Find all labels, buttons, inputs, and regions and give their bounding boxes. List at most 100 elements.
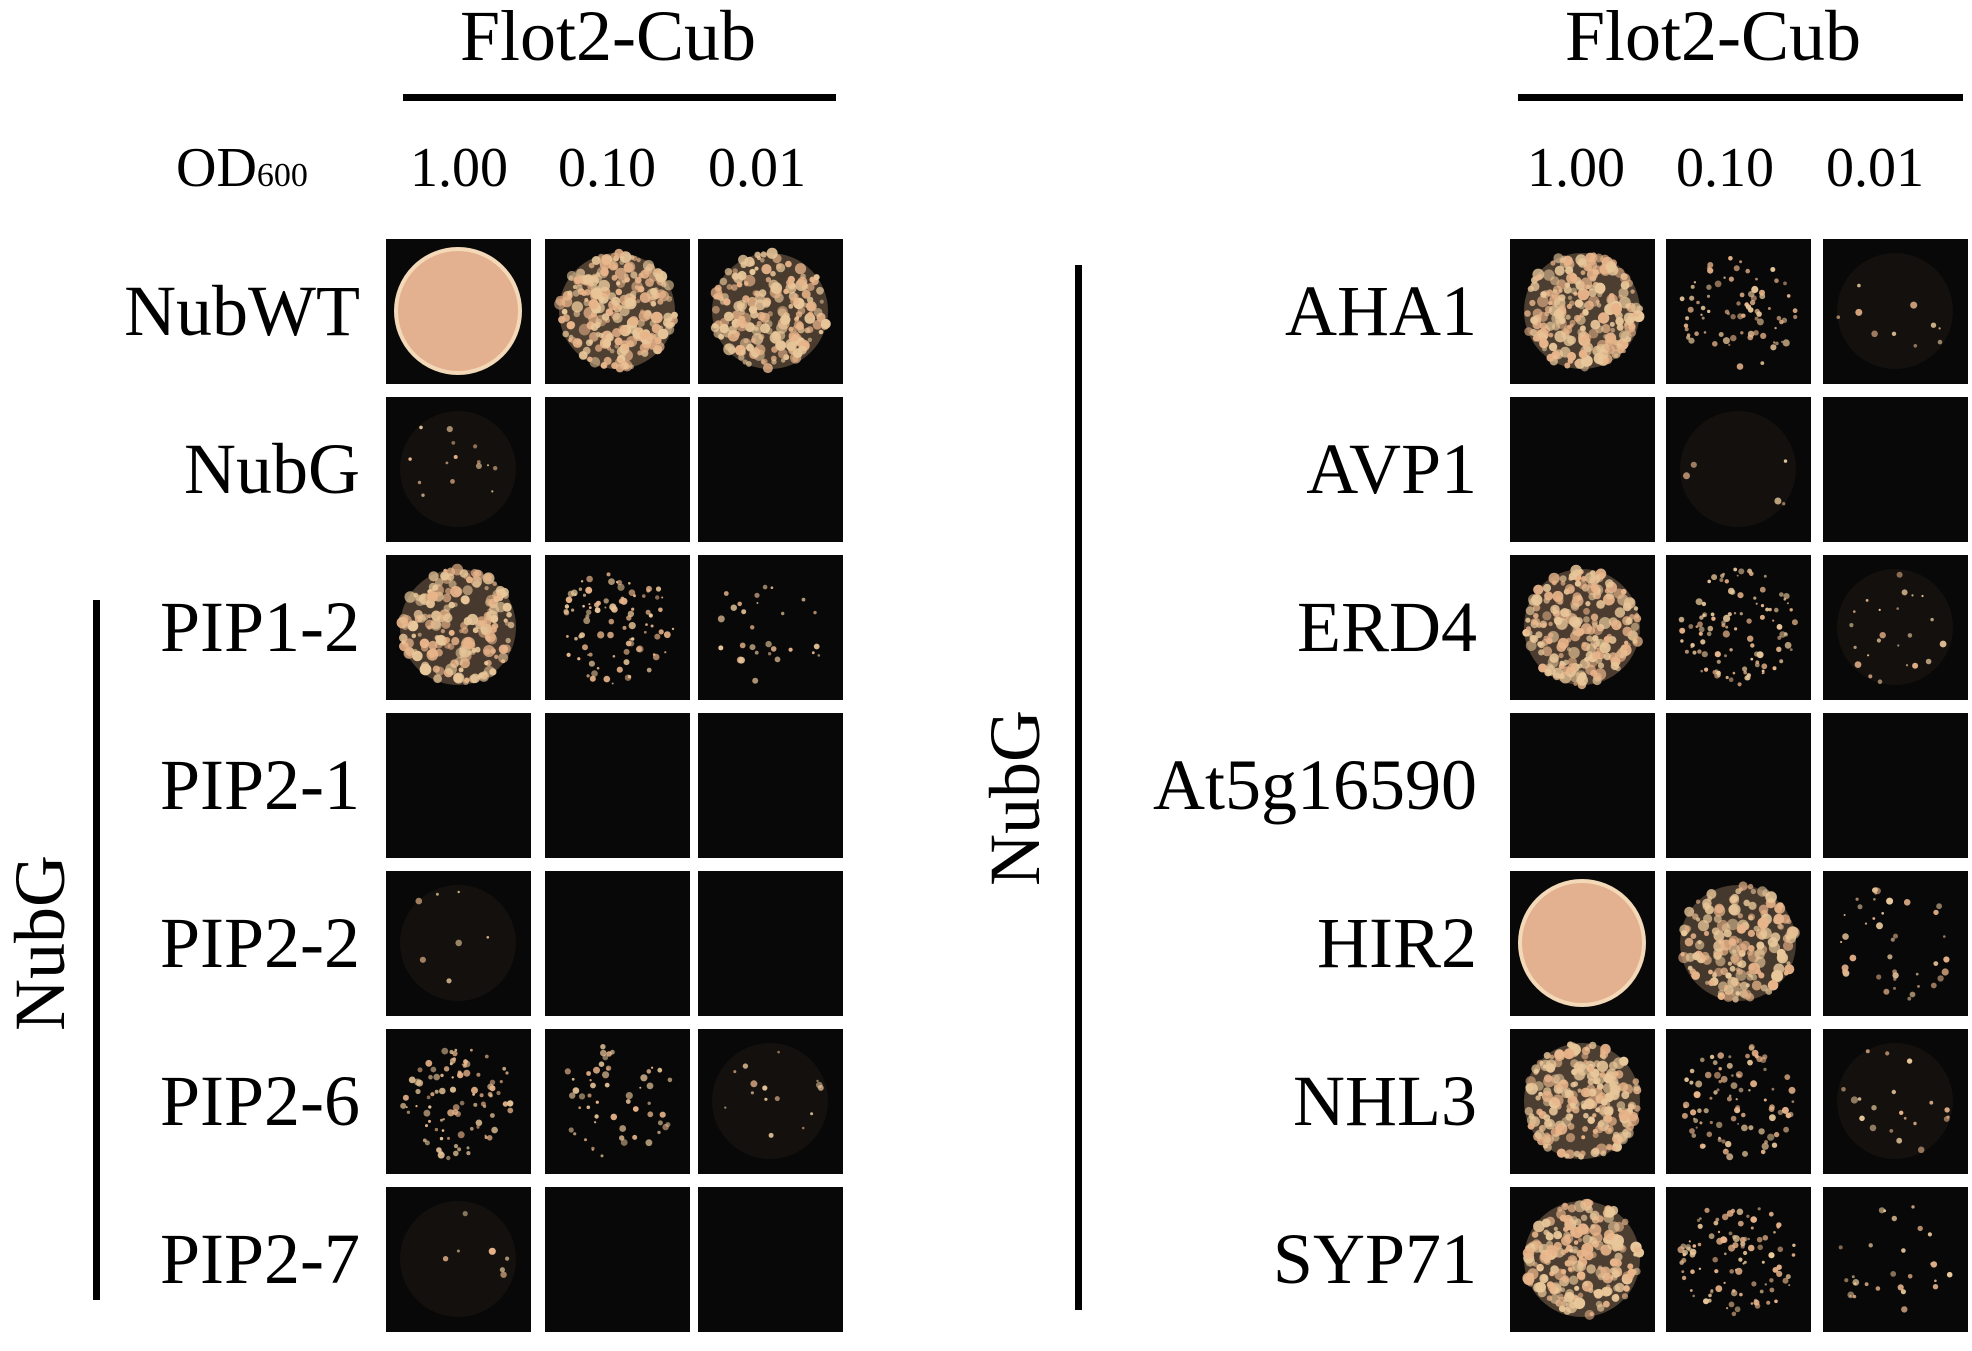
left-spot-cell: [698, 555, 843, 700]
colony: [421, 493, 425, 497]
colony: [490, 1113, 495, 1118]
left-spot-cell: [386, 397, 531, 542]
colony: [1632, 639, 1638, 644]
colony: [654, 633, 661, 640]
colony: [761, 264, 772, 275]
colony: [1561, 1235, 1571, 1246]
colony: [1728, 1094, 1732, 1098]
colony: [1592, 651, 1601, 660]
colony: [596, 318, 602, 325]
colony: [1754, 1303, 1761, 1309]
colony: [1595, 1300, 1603, 1308]
colony: [494, 654, 499, 659]
colony: [599, 258, 611, 270]
colony: [1739, 292, 1745, 298]
colony: [647, 1101, 651, 1105]
left-spot-cell: [545, 239, 690, 384]
colony: [1611, 619, 1622, 631]
colony: [726, 284, 733, 290]
colony: [1594, 668, 1607, 681]
left-spot-cell: [698, 871, 843, 1016]
colony: [1872, 917, 1876, 920]
colony: [1697, 621, 1703, 628]
colony: [1534, 600, 1540, 606]
colony: [437, 1151, 445, 1159]
colony: [1697, 1242, 1702, 1247]
colony: [1714, 651, 1721, 658]
colony: [1574, 1200, 1586, 1213]
colony: [1697, 1223, 1703, 1229]
colony: [1526, 1115, 1537, 1126]
right-spot-cell: [1666, 239, 1811, 384]
colony: [1600, 1106, 1612, 1118]
colony: [1748, 913, 1755, 921]
colony: [505, 637, 511, 644]
colony: [776, 322, 788, 334]
colony: [603, 356, 612, 365]
colony: [1543, 1119, 1553, 1128]
colony: [614, 267, 627, 280]
colony: [658, 607, 663, 613]
colony: [1725, 675, 1729, 680]
colony: [1599, 1071, 1606, 1078]
colony: [1569, 1248, 1574, 1253]
colony: [1857, 283, 1861, 288]
colony: [1549, 1054, 1555, 1060]
colony: [750, 625, 755, 630]
colony: [1700, 313, 1703, 316]
colony: [1783, 281, 1787, 286]
colony: [1716, 1088, 1720, 1092]
colony: [1753, 925, 1760, 932]
colony: [404, 638, 414, 648]
colony: [1552, 590, 1564, 602]
colony: [476, 1072, 481, 1077]
colony: [728, 325, 737, 335]
left-spot-cell: [545, 713, 690, 858]
colony: [624, 297, 637, 310]
colony: [1726, 1210, 1734, 1217]
colony: [1883, 1209, 1887, 1213]
colony: [588, 603, 591, 606]
colony: [1582, 1126, 1588, 1132]
colony: [1577, 1237, 1583, 1243]
colony: [424, 1140, 430, 1146]
colony: [810, 1112, 814, 1116]
colony: [1561, 1116, 1572, 1127]
colony: [1588, 1088, 1597, 1097]
colony: [404, 591, 417, 603]
od-label-subscript: 600: [256, 157, 308, 194]
colony: [480, 1101, 486, 1107]
colony: [1586, 626, 1596, 635]
colony: [1540, 291, 1547, 298]
colony: [1530, 635, 1539, 644]
colony: [1530, 618, 1538, 625]
colony: [735, 319, 748, 332]
colony: [1720, 573, 1725, 578]
colony: [1558, 1305, 1566, 1312]
colony: [1607, 296, 1616, 305]
colony: [1754, 651, 1760, 657]
colony: [1608, 1221, 1620, 1233]
colony: [1782, 339, 1790, 347]
colony: [1943, 1116, 1950, 1122]
colony: [1792, 1243, 1796, 1247]
colony: [1712, 341, 1718, 347]
colony: [1788, 1284, 1791, 1287]
colony: [604, 1082, 610, 1088]
left-group-label: NubG: [0, 855, 80, 1031]
colony: [790, 296, 800, 306]
colony: [426, 648, 439, 661]
colony: [582, 593, 587, 597]
colony: [433, 1073, 440, 1081]
colony: [1723, 1281, 1726, 1284]
colony: [1913, 1121, 1917, 1126]
colony: [1590, 583, 1600, 593]
colony: [801, 289, 811, 299]
colony: [1906, 1058, 1913, 1064]
colony: [1605, 335, 1616, 346]
colony: [1537, 295, 1549, 308]
colony: [663, 312, 673, 322]
colony: [452, 1057, 457, 1061]
colony: [1684, 649, 1689, 654]
colony: [1788, 1086, 1796, 1094]
